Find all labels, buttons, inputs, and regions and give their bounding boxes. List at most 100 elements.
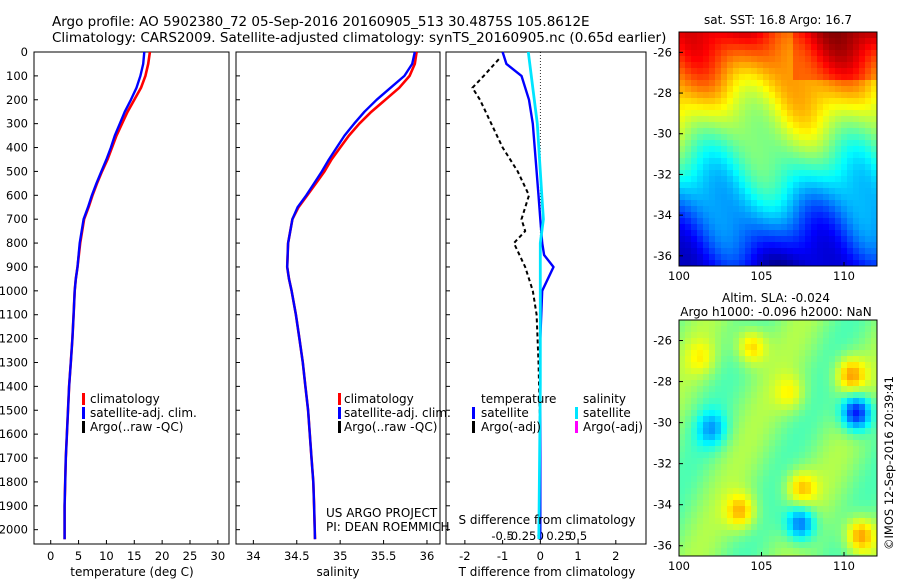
sst-cell [715,110,722,117]
sst-cell [679,44,686,51]
sla-cell [775,440,782,447]
sla-cell [751,338,758,345]
sla-cell [865,386,872,393]
sst-cell [727,260,734,266]
sla-cell [829,542,836,549]
sla-cell [697,470,704,477]
sst-cell [811,164,818,171]
legend-swatch-s-satellite [575,407,578,419]
sst-cell [811,146,818,153]
sla-cell [769,392,776,399]
temperature-legend: climatology satellite-adj. clim. Argo(..… [82,392,197,434]
sla-cell [745,350,752,357]
sla-cell [793,506,800,513]
sst-cell [859,248,866,255]
sst-cell [811,176,818,183]
sst-cell [853,68,860,75]
sst-cell [811,56,818,63]
sst-cell [679,248,686,255]
sst-cell [793,224,800,231]
sst-cell [691,242,698,249]
sst-cell [847,68,854,75]
sst-cell [829,212,836,219]
sla-cell [847,452,854,459]
sla-cell [721,446,728,453]
sst-cell [829,74,836,81]
sla-cell [829,398,836,405]
sst-cell [685,194,692,201]
sla-cell [703,536,710,543]
sst-cell [745,80,752,87]
sst-cell [805,86,812,93]
sla-cell [859,434,866,441]
sla-cell [757,554,764,556]
sla-cell [829,410,836,417]
sst-cell [679,194,686,201]
sla-cell [835,356,842,363]
sst-cell [805,212,812,219]
sst-cell [751,254,758,261]
sst-cell [829,50,836,57]
sla-cell [709,398,716,405]
sst-cell [787,254,794,261]
sla-cell [745,476,752,483]
sst-cell [703,62,710,69]
x-tick-label: 10 [99,549,114,563]
legend-swatch-climatology [82,393,85,405]
sst-cell [811,218,818,225]
sst-cell [751,146,758,153]
sla-cell [871,428,877,435]
sla-cell [805,536,812,543]
sst-cell [757,116,764,123]
sst-cell [871,128,877,135]
sla-cell [793,422,800,429]
sla-cell [775,482,782,489]
sla-cell [829,404,836,411]
depth-tick-label: 500 [6,164,28,178]
sst-cell [679,104,686,111]
sla-cell [817,338,824,345]
sla-cell [709,434,716,441]
sla-cell [823,530,830,537]
sla-cell [727,416,734,423]
sst-cell [685,188,692,195]
sla-cell [859,482,866,489]
sst-cell [793,158,800,165]
sla-cell [847,470,854,477]
sst-cell [841,122,848,129]
sla-cell [793,428,800,435]
sla-cell [691,506,698,513]
sst-cell [859,194,866,201]
sst-cell [751,224,758,231]
sla-cell [811,548,818,555]
sla-cell [769,428,776,435]
sst-cell [733,158,740,165]
sst-cell [745,248,752,255]
sst-cell [697,140,704,147]
sla-cell [847,392,854,399]
sla-cell [781,536,788,543]
sst-cell [823,68,830,75]
sst-cell [733,134,740,141]
sla-cell [871,374,877,381]
sst-cell [865,212,872,219]
sla-cell [823,464,830,471]
sst-cell [727,158,734,165]
sst-cell [703,122,710,129]
sla-cell [817,530,824,537]
sst-cell [829,86,836,93]
sst-cell [865,254,872,261]
sla-cell [769,512,776,519]
sla-cell [835,494,842,501]
sst-cell [853,80,860,87]
sla-cell [697,518,704,525]
sst-cell [685,200,692,207]
sst-cell [751,104,758,111]
sla-cell [739,530,746,537]
sla-cell [691,356,698,363]
sla-cell [763,524,770,531]
sla-cell [817,434,824,441]
sst-cell [733,68,740,75]
depth-tick-label: 600 [6,188,28,202]
sla-cell [793,542,800,549]
